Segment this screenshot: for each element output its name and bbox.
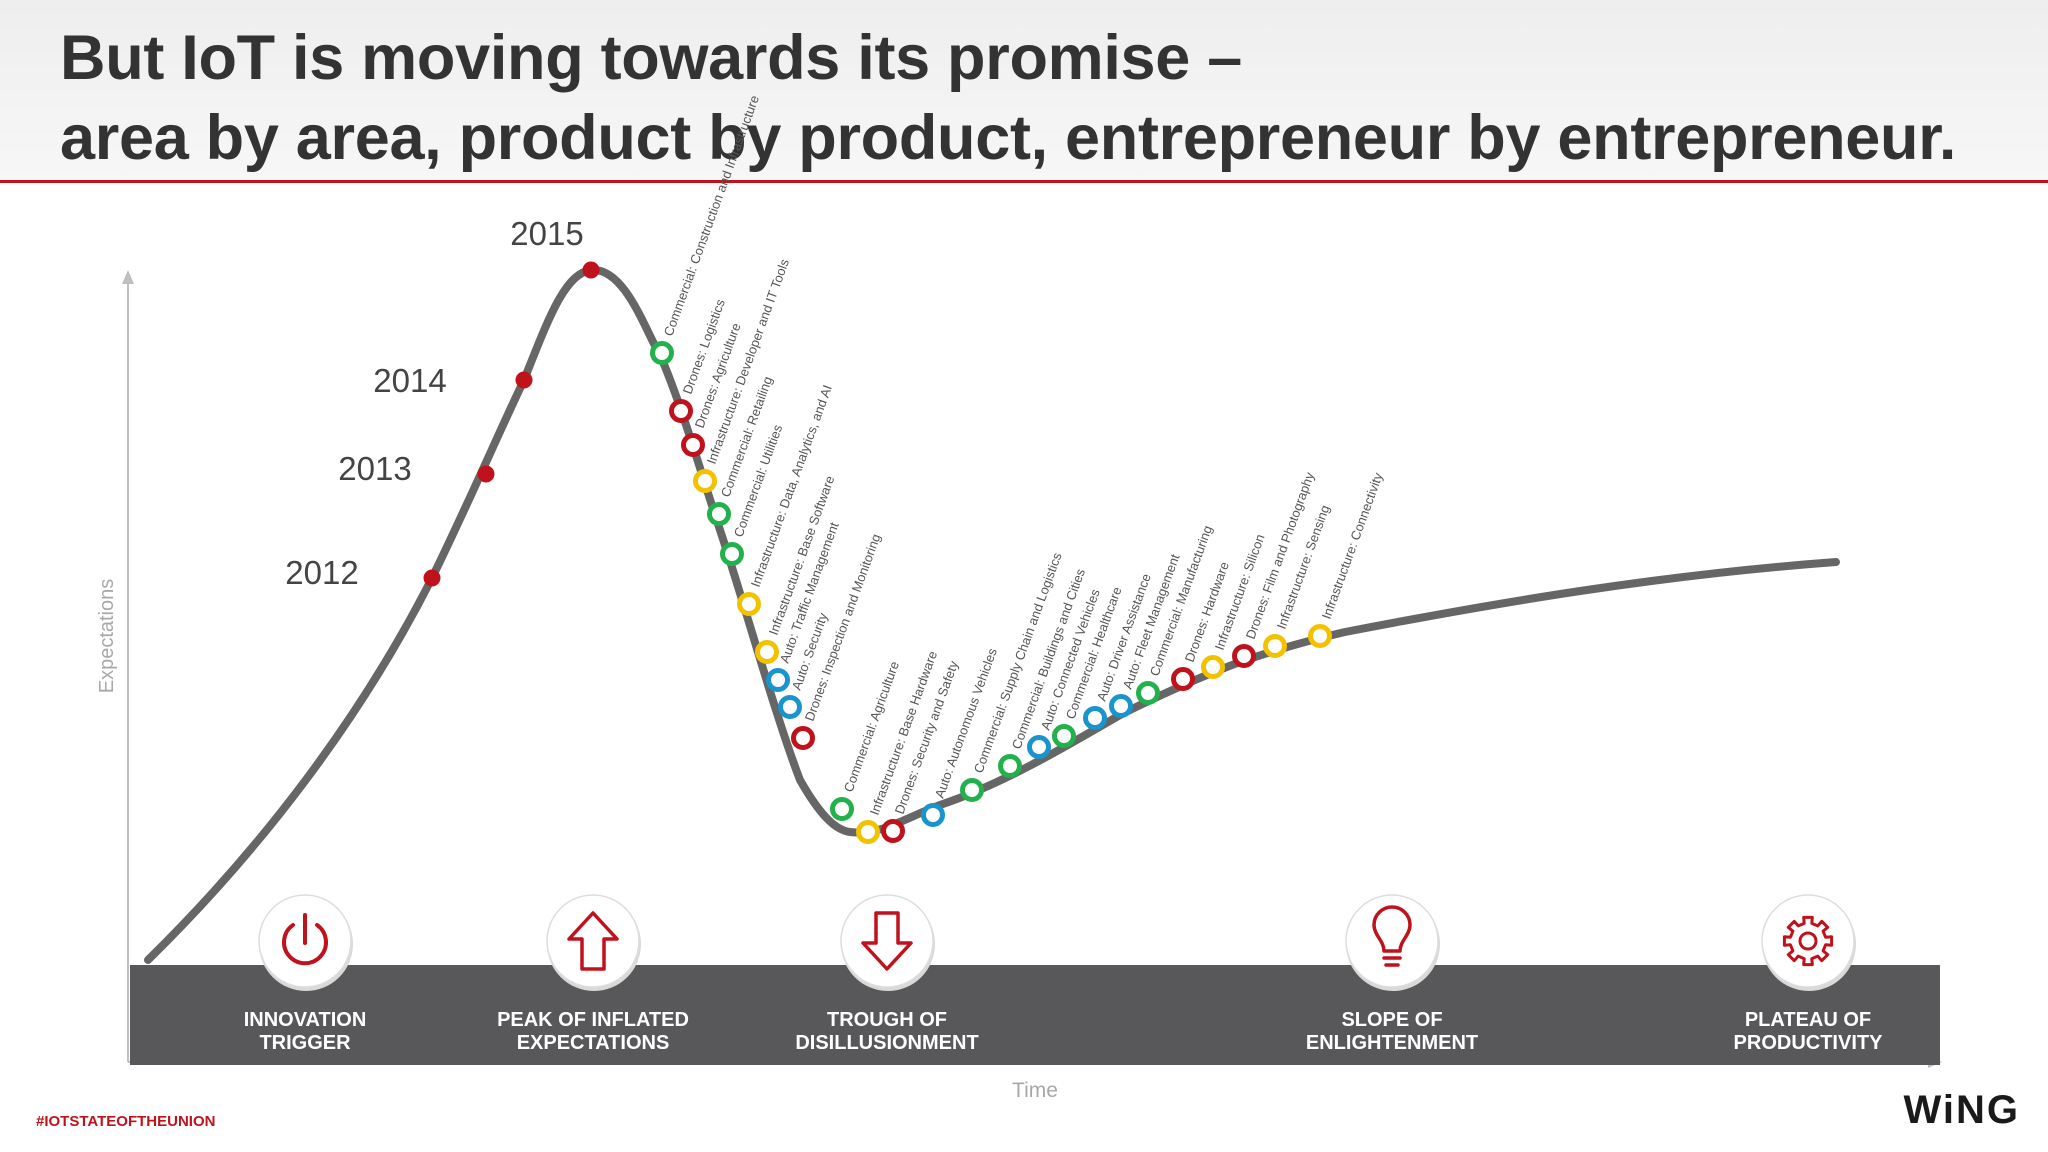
arrow-up-icon bbox=[567, 911, 619, 971]
item-marker bbox=[998, 754, 1022, 778]
wing-logo: WiNG bbox=[1903, 1088, 2020, 1132]
hashtag: #IOTSTATEOFTHEUNION bbox=[36, 1113, 216, 1130]
slide-title-line-2: area by area, product by product, entrep… bbox=[60, 103, 1957, 173]
item-marker bbox=[1171, 667, 1195, 691]
phase-label-line2: ENLIGHTENMENT bbox=[1306, 1032, 1478, 1054]
phase-band bbox=[130, 965, 1940, 1065]
phase-label-line1: INNOVATION bbox=[244, 1009, 367, 1031]
item-marker bbox=[1201, 655, 1225, 679]
phase-label-line2: EXPECTATIONS bbox=[517, 1032, 670, 1054]
item-marker bbox=[693, 469, 717, 493]
item-marker bbox=[1109, 694, 1133, 718]
item-marker bbox=[881, 819, 905, 843]
phase-icon-circle bbox=[546, 894, 640, 988]
power-icon bbox=[282, 913, 328, 966]
item-marker bbox=[921, 803, 945, 827]
item-marker bbox=[1052, 724, 1076, 748]
item-marker bbox=[791, 726, 815, 750]
item-label: Infrastructure: Connectivity bbox=[1319, 470, 1386, 621]
phase-icon-circle bbox=[1761, 894, 1855, 988]
phase-label-line2: DISILLUSIONMENT bbox=[795, 1032, 978, 1054]
title-band bbox=[0, 0, 2048, 181]
slide-title-line-1: But IoT is moving towards its promise – bbox=[60, 23, 1242, 93]
phase-label-line1: TROUGH OF bbox=[827, 1009, 947, 1031]
item-marker bbox=[778, 695, 802, 719]
x-axis-label: Time bbox=[1012, 1079, 1058, 1102]
item-marker bbox=[1136, 681, 1160, 705]
year-marker-dot bbox=[515, 371, 533, 389]
item-marker bbox=[669, 399, 693, 423]
item-marker bbox=[830, 797, 854, 821]
year-marker-label: 2014 bbox=[373, 362, 446, 399]
item-marker bbox=[1232, 644, 1256, 668]
item-marker bbox=[681, 433, 705, 457]
phase-label-line1: PEAK OF INFLATED bbox=[497, 1009, 689, 1031]
phase-icon-circle bbox=[840, 894, 934, 988]
year-marker-dot bbox=[477, 465, 495, 483]
year-marker-label: 2012 bbox=[285, 554, 358, 591]
item-marker bbox=[1027, 735, 1051, 759]
year-marker-dot bbox=[582, 261, 600, 279]
arrow-down-icon bbox=[861, 911, 913, 971]
item-marker bbox=[856, 820, 880, 844]
phase-label-line1: PLATEAU OF bbox=[1745, 1009, 1871, 1031]
y-axis-arrow bbox=[122, 270, 134, 284]
item-marker bbox=[960, 778, 984, 802]
item-marker bbox=[1263, 634, 1287, 658]
item-marker bbox=[1083, 706, 1107, 730]
year-marker-label: 2015 bbox=[510, 215, 583, 252]
item-marker bbox=[707, 502, 731, 526]
phase-icon-circle bbox=[1345, 894, 1439, 988]
phase-label-line2: TRIGGER bbox=[259, 1032, 351, 1054]
y-axis-label: Expectations bbox=[96, 579, 118, 694]
gear-icon bbox=[1782, 915, 1834, 967]
item-marker bbox=[720, 542, 744, 566]
item-marker bbox=[1308, 624, 1332, 648]
item-marker bbox=[766, 668, 790, 692]
item-marker bbox=[737, 592, 761, 616]
year-marker-dot bbox=[423, 569, 441, 587]
year-marker-label: 2013 bbox=[338, 450, 411, 487]
title-rule bbox=[0, 180, 2048, 183]
lightbulb-icon bbox=[1372, 905, 1412, 967]
phase-label-line1: SLOPE OF bbox=[1341, 1009, 1442, 1031]
item-marker bbox=[755, 640, 779, 664]
item-marker bbox=[650, 341, 674, 365]
phase-label-line2: PRODUCTIVITY bbox=[1734, 1032, 1884, 1054]
